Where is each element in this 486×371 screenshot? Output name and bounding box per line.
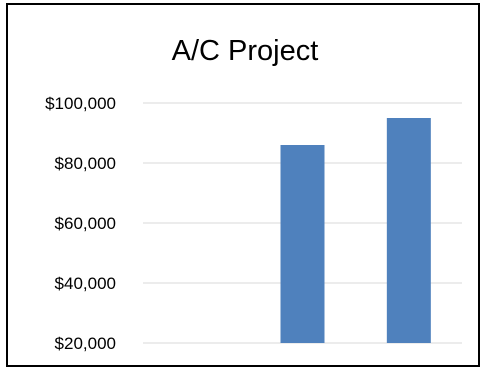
bar bbox=[386, 118, 431, 343]
y-tick-label: $100,000 bbox=[45, 94, 116, 113]
y-tick-label: $60,000 bbox=[55, 214, 116, 233]
y-tick-label: $40,000 bbox=[55, 274, 116, 293]
bar bbox=[280, 145, 325, 343]
y-tick-label: $80,000 bbox=[55, 154, 116, 173]
y-tick-label: $20,000 bbox=[55, 334, 116, 353]
chart-title: A/C Project bbox=[171, 35, 319, 67]
